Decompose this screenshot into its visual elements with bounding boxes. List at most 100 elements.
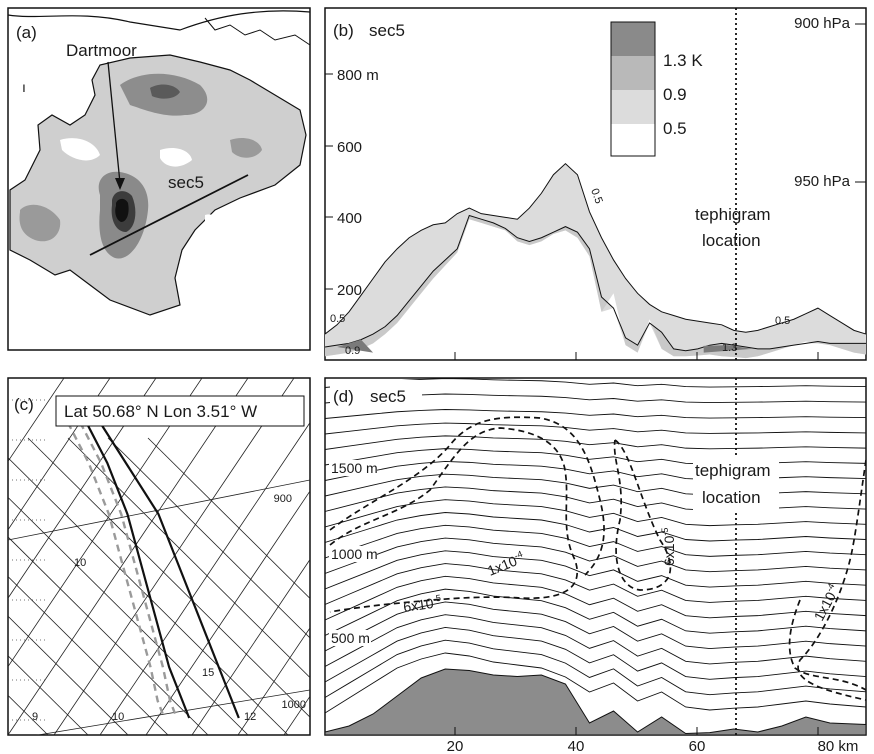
panel-d-label: (d)	[333, 387, 354, 406]
isobar	[35, 689, 310, 735]
isotherm	[8, 378, 203, 668]
contour-exponent: -4	[824, 582, 837, 594]
contour-exponent: -5	[660, 528, 670, 536]
tephigram-annotation-2: location	[702, 231, 761, 250]
dry-adiabat	[107, 437, 310, 639]
panel-a-label: (a)	[16, 23, 37, 42]
dry-adiabat	[147, 437, 310, 599]
dry-adiabat	[8, 576, 169, 735]
isentrope-line	[325, 409, 866, 419]
isentrope-line	[325, 378, 866, 388]
humidity-contour-right-2	[788, 599, 866, 691]
contour-label-text: 6x10	[402, 595, 435, 615]
pressure-tick-900: 900	[274, 493, 292, 505]
legend-entry-0p9: 0.9	[663, 85, 687, 104]
isotherm	[145, 490, 310, 735]
lowland-gap-2	[160, 148, 192, 167]
dartmoor-core	[115, 198, 129, 222]
pointer-arrow-shaft	[107, 61, 121, 184]
isotherm	[8, 378, 157, 599]
annotation-bg	[693, 456, 779, 512]
isentrope-line	[325, 537, 866, 574]
island-marker: ı	[22, 79, 26, 95]
contour-exponent: -4	[513, 549, 524, 561]
panel-d: tephigram location (d) sec5 1500 m 1000 …	[324, 377, 867, 754]
x-tick-label-60: 60	[689, 738, 706, 754]
contour-label-0p5-right: 0.5	[775, 315, 790, 327]
legend-box: 1.3 K 0.9 0.5	[610, 21, 703, 157]
legend-frame	[610, 21, 656, 157]
label-bg	[329, 630, 371, 646]
tephigram-annotation-1: tephigram	[695, 205, 771, 224]
area-1p3-right	[703, 345, 752, 353]
estuary-gap	[204, 214, 220, 235]
contour-line-0p9	[324, 214, 866, 352]
title-bg-d	[330, 380, 422, 406]
dartmoor-label: Dartmoor	[66, 41, 137, 60]
y-tick-label-600: 600	[337, 139, 362, 156]
temp-label-15: 15	[202, 667, 214, 679]
panel-a: (a) Dartmoor sec5 ı	[7, 7, 311, 351]
tephigram-curves	[61, 411, 240, 719]
panel-b-title: sec5	[369, 21, 405, 40]
dry-adiabat	[8, 536, 209, 735]
humidity-contour-6e-5	[329, 416, 605, 576]
section-line	[89, 174, 249, 256]
isentrope-line	[325, 435, 866, 450]
location-label: Lat 50.68° N Lon 3.51° W	[64, 402, 257, 421]
legend-swatch-0	[611, 124, 655, 156]
isentrope-line	[325, 550, 866, 590]
panel-d-xaxis: 20 40 60 80 km	[447, 727, 859, 754]
humidity-contour-right	[797, 459, 866, 701]
height-label-500: 500 m	[331, 630, 370, 646]
humidity-contour-vertical	[613, 439, 672, 591]
contour-label-6e-5-left: 6x10-5	[402, 593, 442, 615]
contour-label-0p9: 0.9	[345, 345, 360, 357]
contour-line-0p5	[324, 162, 867, 335]
panel-d-plot	[325, 378, 866, 735]
legend-swatch-0p9	[611, 56, 655, 90]
panel-b-yaxis: 800 m 600 400 200	[325, 67, 379, 299]
height-label-1500: 1500 m	[331, 460, 378, 476]
panel-b-plot	[324, 162, 867, 359]
terrain	[325, 668, 866, 735]
peninsula-land	[9, 54, 307, 316]
contour-label-text: 6x10	[661, 535, 677, 566]
area-1p3-left	[337, 339, 374, 353]
label-bg	[329, 460, 377, 476]
contour-label-0p5-peak: 0.5	[588, 187, 605, 205]
dry-adiabat	[8, 655, 89, 735]
y-tick-label-200: 200	[337, 282, 362, 299]
isotherm	[8, 378, 65, 463]
x-tick-label-80: 80 km	[818, 738, 859, 754]
temperature-curve	[92, 411, 240, 719]
temp-label-12: 12	[244, 711, 256, 723]
legend-entry-1p3: 1.3 K	[663, 51, 703, 70]
panel-d-title: sec5	[370, 387, 406, 406]
tephigram-annotation-d2: location	[702, 488, 761, 507]
isotherm	[8, 378, 249, 735]
isentrope-line	[325, 563, 866, 605]
panel-b-frame	[324, 7, 867, 361]
area-0p5	[325, 163, 866, 359]
pressure-label-900: 900 hPa	[794, 15, 851, 32]
isotherm	[99, 421, 310, 735]
dry-adiabat	[8, 734, 9, 735]
y-tick-label-400: 400	[337, 210, 362, 227]
contour-label-1p3: 1.3	[722, 342, 737, 354]
legend-swatch-1p3	[611, 22, 655, 56]
label-bg	[329, 546, 377, 562]
location-box	[55, 395, 305, 427]
isentrope-line	[325, 652, 866, 714]
isentrope-line	[325, 588, 866, 636]
coastline-channel	[204, 17, 311, 46]
isotherm	[237, 627, 310, 735]
isentrope-line	[325, 422, 866, 435]
x-tick-label-40: 40	[568, 738, 585, 754]
panel-c-label: (c)	[14, 395, 34, 414]
isentrope-line	[325, 639, 866, 698]
humidity-contour-1e-4	[329, 427, 578, 613]
temp-label-10-lower: 10	[112, 711, 124, 723]
contour-label-6e-5-vert: 6x10-5	[660, 528, 677, 566]
